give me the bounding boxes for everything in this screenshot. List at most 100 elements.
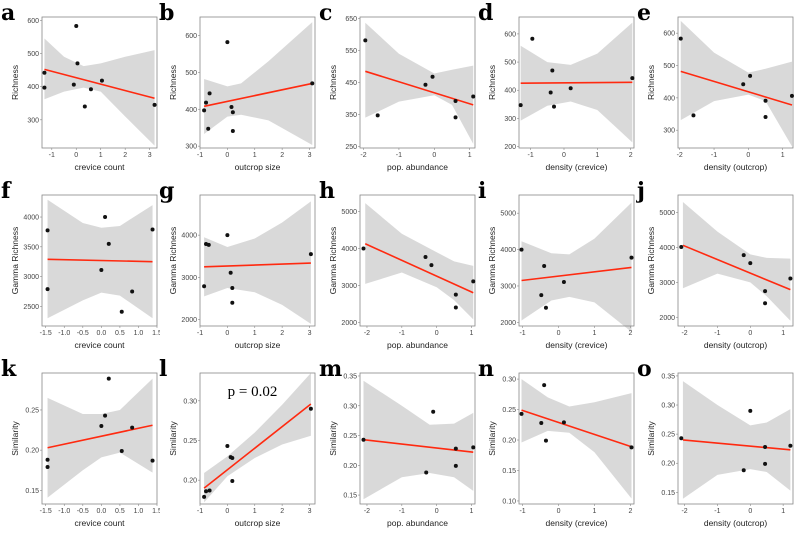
- data-point: [679, 436, 684, 441]
- data-point: [45, 457, 50, 462]
- regression-line: [203, 403, 312, 489]
- data-point: [423, 254, 428, 259]
- data-point: [45, 287, 50, 292]
- data-point: [42, 70, 47, 75]
- confidence-band: [521, 379, 632, 499]
- panel-j: -2 -1 0 1 2000 3000 4000 5000 j density (outcrop)…: [636, 178, 796, 356]
- x-tick-label: 0: [562, 152, 566, 159]
- panel-letter: j: [636, 178, 645, 204]
- x-tick-label: 0: [557, 330, 561, 337]
- plot-frame: [518, 16, 635, 149]
- data-point: [423, 82, 428, 87]
- y-tick-label: 0.20: [183, 478, 197, 485]
- x-tick-label: -0.5: [77, 330, 89, 337]
- y-tick-label: 400: [504, 88, 516, 95]
- y-tick-label: 0.10: [502, 498, 516, 505]
- x-tick-label: -1: [197, 330, 203, 337]
- x-tick-label: 1: [781, 330, 785, 337]
- x-tick-label: -1: [396, 152, 402, 159]
- plot-frame: [677, 16, 794, 149]
- panel-letter: g: [159, 178, 174, 204]
- panel-n: -1 0 1 2 0.10 0.15 0.20 0.25 0.30 n density (crevi…: [477, 356, 637, 534]
- y-tick-label: 2000: [181, 317, 197, 324]
- y-tick-label: 650: [345, 16, 357, 23]
- y-tick-label: 3000: [341, 283, 357, 290]
- confidence-band: [521, 202, 632, 332]
- x-tick-label: 1.5: [152, 330, 160, 337]
- y-axis-label: Similarity: [10, 421, 20, 456]
- x-tick-label: -1: [399, 508, 405, 515]
- regression-line: [204, 262, 311, 268]
- data-point: [741, 253, 746, 258]
- data-point: [561, 420, 566, 425]
- data-point: [453, 292, 458, 297]
- x-tick-label: -1: [49, 152, 55, 159]
- y-tick-label: 2000: [341, 320, 357, 327]
- data-point: [679, 245, 684, 250]
- data-point: [75, 61, 80, 66]
- panel-l: -1 0 1 2 3 0.20 0.25 0.30 l outcrop size Similarit…: [158, 356, 318, 534]
- confidence-band: [365, 22, 474, 144]
- data-point: [206, 242, 211, 247]
- x-tick-label: 0: [225, 152, 229, 159]
- y-tick-label: 350: [345, 112, 357, 119]
- data-point: [431, 409, 436, 414]
- x-tick-label: 1: [781, 152, 785, 159]
- panel-a: -1 0 1 2 3 300 400 500 600 a crevice count Richness: [0, 0, 160, 178]
- x-tick-label: 0: [557, 508, 561, 515]
- x-tick-label: 1: [470, 508, 474, 515]
- data-point: [106, 376, 111, 381]
- x-tick-label: 1: [593, 330, 597, 337]
- x-tick-label: 0.0: [96, 330, 106, 337]
- y-tick-label: 0.20: [343, 463, 357, 470]
- data-point: [45, 465, 50, 470]
- data-point: [691, 113, 696, 118]
- y-axis-label: Similarity: [328, 421, 338, 456]
- x-tick-label: -1: [714, 508, 720, 515]
- data-point: [225, 444, 230, 449]
- x-tick-label: -1.5: [40, 508, 52, 515]
- x-tick-label: -2: [681, 330, 687, 337]
- y-tick-label: 5000: [341, 209, 357, 216]
- x-axis-label: density (outcrop): [704, 518, 767, 528]
- data-point: [788, 443, 793, 448]
- regression-line: [364, 242, 474, 294]
- y-tick-label: 5000: [659, 210, 675, 217]
- data-point: [119, 309, 124, 314]
- data-point: [629, 445, 634, 450]
- x-tick-label: 0: [748, 508, 752, 515]
- confidence-band: [204, 373, 311, 503]
- data-point: [225, 40, 230, 45]
- x-tick-label: 0: [74, 152, 78, 159]
- y-tick-label: 0.30: [502, 377, 516, 384]
- data-point: [430, 74, 435, 79]
- y-tick-label: 300: [185, 144, 197, 151]
- regression-line: [680, 70, 793, 106]
- data-point: [763, 301, 768, 306]
- x-tick-label: 3: [308, 330, 312, 337]
- data-point: [629, 255, 634, 260]
- data-point: [552, 104, 556, 109]
- x-tick-label: 0.5: [115, 330, 125, 337]
- data-point: [308, 252, 313, 257]
- x-axis-label: outcrop size: [235, 340, 281, 350]
- panel-h: -2 -1 0 1 2000 3000 4000 5000 h pop. abundance Gam…: [318, 178, 478, 356]
- y-axis-label: Richness: [646, 65, 656, 100]
- data-point: [230, 300, 235, 305]
- y-tick-label: 0.30: [343, 403, 357, 410]
- regression-line: [47, 258, 153, 263]
- x-axis-label: density (outcrop): [704, 162, 767, 172]
- y-axis-label: Similarity: [168, 421, 178, 456]
- p-value-annotation: p = 0.02: [228, 384, 278, 400]
- data-point: [106, 241, 111, 246]
- y-tick-label: 300: [504, 116, 516, 123]
- data-point: [542, 263, 547, 268]
- y-tick-label: 400: [27, 84, 39, 91]
- y-tick-label: 250: [345, 144, 357, 151]
- data-point: [150, 458, 155, 463]
- x-tick-label: 0: [225, 330, 229, 337]
- confidence-band: [44, 38, 155, 146]
- y-axis-label: Gamma Richness: [487, 227, 497, 295]
- panel-letter: f: [1, 178, 12, 204]
- x-tick-label: 1: [781, 508, 785, 515]
